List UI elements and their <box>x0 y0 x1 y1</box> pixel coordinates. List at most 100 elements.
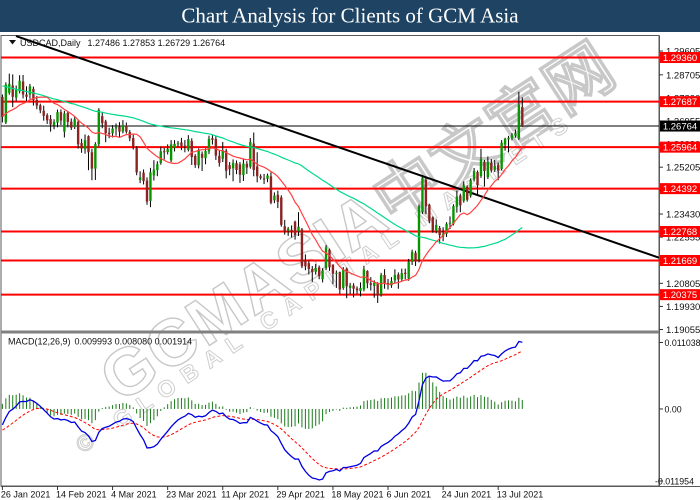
time-axis-label: 4 Mar 2021 <box>111 490 157 500</box>
bear-candle-body <box>49 119 52 125</box>
bull-candle-body <box>359 287 362 292</box>
bear-candle-body <box>214 139 218 156</box>
price-axis[interactable]: 1.296051.287051.278301.269551.260801.252… <box>655 35 700 487</box>
bull-candle-body <box>393 274 397 281</box>
bull-candle-body <box>138 177 142 180</box>
bull-candle-body <box>514 133 517 136</box>
time-axis-label: 24 Jun 2021 <box>442 490 492 500</box>
price-level-badge-part: 1.22768 <box>663 227 697 238</box>
bull-candle-body <box>52 121 56 126</box>
bear-candle-body <box>11 85 14 97</box>
bull-candle-body <box>410 251 414 262</box>
bear-candle-body <box>190 140 193 158</box>
price-level-badge: 1.24392 <box>660 183 700 195</box>
macd-signal-line <box>2 350 523 470</box>
bull-candle-body <box>479 159 483 177</box>
bear-candle-body <box>235 163 238 170</box>
bear-candle-body <box>438 228 441 236</box>
bull-candle-body <box>448 222 452 224</box>
chart-frame-part <box>1 330 659 334</box>
bull-candle-body <box>63 113 66 132</box>
bull-candle-body <box>166 148 169 153</box>
price-level-badge: 1.21669 <box>660 255 700 267</box>
bear-candle-body <box>283 226 286 232</box>
bear-candle-body <box>218 155 221 163</box>
bear-candle-body <box>1 96 4 117</box>
bull-candle-body <box>445 223 448 234</box>
bull-candle-body <box>297 226 300 232</box>
price-level-badge-part <box>660 289 700 301</box>
bear-candle-body <box>490 163 493 171</box>
bull-candle-body <box>342 269 345 288</box>
bull-candle-body <box>435 224 438 232</box>
bear-candle-body <box>366 271 369 284</box>
price-pane <box>1 35 660 303</box>
bull-candle-body <box>121 125 125 132</box>
price-level-badge: 1.25964 <box>660 141 700 154</box>
price-level-badge: 1.26764 <box>660 120 700 133</box>
bear-candle-body <box>228 165 231 170</box>
bull-candle-body <box>156 164 159 171</box>
bull-candle-body <box>348 285 352 288</box>
bear-candle-body <box>383 274 386 284</box>
page-title: Chart Analysis for Clients of GCM Asia <box>181 4 519 28</box>
bear-candle-body <box>87 136 90 153</box>
bear-candle-body <box>483 161 486 172</box>
bear-candle-body <box>466 186 469 200</box>
bear-candle-body <box>163 151 166 153</box>
bear-candle-body <box>128 132 131 139</box>
bear-candle-body <box>200 153 204 158</box>
bear-candle-body <box>42 110 45 116</box>
indicator-label-part: MACD(12,26,9) <box>8 337 71 347</box>
bear-candle-body <box>194 155 197 165</box>
bear-candle-body <box>304 260 307 267</box>
bear-candle-body <box>459 195 462 206</box>
indicator-label: MACD(12,26,9) 0.009993 0.008080 0.001914 <box>8 337 192 347</box>
macd-axis-label: 0.011038 <box>665 338 700 348</box>
bear-candle-body <box>252 143 255 170</box>
price-level-badge-part: 1.29360 <box>663 53 697 64</box>
bear-candle-body <box>59 112 63 121</box>
price-level-badge-part <box>660 120 700 132</box>
banner <box>0 0 700 32</box>
bull-candle-body <box>510 135 514 139</box>
bull-candle-body <box>114 127 118 129</box>
bear-candle-body <box>255 166 259 177</box>
macd-axis-label: 0.00 <box>665 404 682 414</box>
bear-candle-body <box>35 100 39 106</box>
bull-candle-body <box>94 144 97 169</box>
bull-candle-body <box>152 169 156 176</box>
candles <box>1 73 524 303</box>
sma-fast-line <box>2 96 523 286</box>
bull-candle-body <box>149 172 152 201</box>
dropdown-icon[interactable] <box>9 40 16 45</box>
bear-candle-body <box>145 180 149 202</box>
bull-candle-body <box>97 109 101 145</box>
bear-candle-body <box>331 264 335 274</box>
price-level-badge-part: 1.26764 <box>663 122 697 133</box>
price-level-badge-part <box>660 52 700 64</box>
symbol-label-part: USDCAD,Daily <box>20 38 81 48</box>
bear-candle-body <box>142 172 145 182</box>
bear-candle-body <box>80 143 83 149</box>
bull-candle-body <box>242 163 245 176</box>
trendline <box>15 35 660 259</box>
bull-candle-body <box>111 128 114 134</box>
bear-candle-body <box>70 121 73 128</box>
bull-candle-body <box>417 206 421 260</box>
bull-candle-body <box>169 144 173 161</box>
bull-candle-body <box>314 268 317 272</box>
bull-candle-body <box>231 162 235 169</box>
bull-candle-body <box>273 195 276 201</box>
time-axis-label: 11 Apr 2021 <box>221 490 269 500</box>
bull-candle-body <box>400 273 403 280</box>
bull-candle-body <box>28 86 32 95</box>
bull-candle-body <box>159 151 162 164</box>
time-axis-label: 26 Jan 2021 <box>1 490 51 500</box>
bull-candle-body <box>73 119 76 128</box>
time-axis[interactable]: 26 Jan 2021 14 Feb 2021 4 Mar 2021 23 Mar 2… <box>1 486 700 500</box>
bear-candle-body <box>262 178 266 180</box>
bear-candle-body <box>376 283 379 296</box>
bear-candle-body <box>269 176 273 203</box>
